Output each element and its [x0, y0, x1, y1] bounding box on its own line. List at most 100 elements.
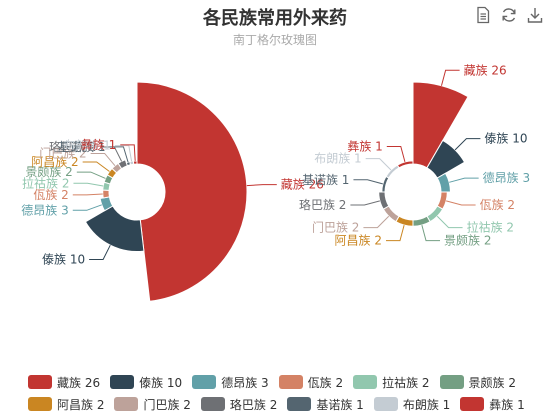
slice-label: 傣族 10 — [42, 253, 85, 267]
legend-item[interactable]: 阿昌族 2 — [28, 396, 104, 412]
slice-label: 基诺族 1 — [58, 140, 105, 154]
rose-slice[interactable] — [84, 205, 145, 253]
legend-swatch — [28, 397, 52, 411]
legend-swatch — [460, 397, 485, 411]
chart-subtitle: 南丁格尔玫瑰图 — [232, 33, 317, 47]
legend: 藏族 26 傣族 10 德昂族 3 佤族 2 拉祜族 2 景颇族 2 阿昌族 2 门巴族 2 珞… — [28, 374, 538, 412]
slice-label: 彝族 1 — [347, 138, 382, 153]
legend-item[interactable]: 藏族 26 — [28, 374, 100, 390]
legend-swatch — [353, 375, 378, 389]
legend-label: 基诺族 1 — [316, 397, 364, 412]
label-line — [89, 244, 111, 261]
legend-item[interactable]: 门巴族 2 — [114, 396, 191, 412]
download-icon[interactable] — [526, 6, 544, 24]
legend-item[interactable]: 拉祜族 2 — [353, 374, 430, 390]
legend-label: 布朗族 1 — [402, 397, 451, 412]
slice-label: 拉祜族 2 — [467, 220, 514, 235]
slice-label: 门巴族 2 — [312, 220, 359, 235]
label-line — [454, 138, 481, 151]
legend-swatch — [278, 375, 303, 389]
legend-label: 拉祜族 2 — [382, 375, 430, 390]
legend-item[interactable]: 景颇族 2 — [439, 374, 516, 390]
label-line — [385, 225, 405, 242]
rose-slice[interactable] — [412, 81, 469, 169]
label-line — [363, 215, 390, 229]
rose-slice[interactable] — [102, 189, 111, 199]
legend-swatch — [110, 375, 135, 389]
legend-swatch — [192, 375, 217, 389]
legend-item[interactable]: 傣族 10 — [110, 374, 182, 390]
slice-label: 景颇族 2 — [25, 164, 72, 179]
label-line — [449, 177, 479, 183]
toolbox — [474, 6, 544, 24]
slice-label: 佤族 2 — [33, 188, 68, 202]
slice-label: 基诺族 1 — [302, 173, 349, 187]
label-line — [82, 161, 110, 172]
label-line — [109, 146, 129, 163]
slice-label: 藏族 26 — [464, 63, 507, 77]
chart-title: 各民族常用外来药 — [203, 8, 347, 29]
slice-label: 阿昌族 2 — [335, 234, 382, 248]
legend-swatch — [373, 397, 398, 411]
legend-item[interactable]: 德昂族 3 — [192, 374, 269, 390]
slice-label: 珞巴族 2 — [299, 198, 346, 212]
label-line — [446, 200, 476, 206]
legend-label: 藏族 26 — [57, 375, 101, 390]
label-line — [76, 171, 106, 179]
legend-label: 彝族 1 — [489, 397, 525, 412]
legend-swatch — [114, 397, 139, 411]
slice-label: 阿昌族 2 — [31, 155, 78, 169]
legend-item[interactable]: 彝族 1 — [460, 396, 525, 412]
slice-label: 珞巴族 2 — [49, 140, 96, 154]
rose-slice[interactable] — [136, 81, 248, 302]
label-line — [353, 179, 384, 185]
legend-label: 珞巴族 2 — [229, 397, 278, 412]
legend-label: 傣族 10 — [139, 375, 183, 390]
slice-label: 布朗族 1 — [314, 152, 361, 166]
slice-label: 门巴族 2 — [39, 145, 86, 160]
label-line — [440, 69, 460, 86]
legend-item[interactable]: 佤族 2 — [278, 374, 344, 390]
label-line — [386, 145, 406, 163]
slice-label: 藏族 26 — [281, 178, 324, 192]
legend-label: 景颇族 2 — [468, 375, 516, 390]
slice-label: 德昂族 3 — [483, 170, 530, 185]
legend-label: 阿昌族 2 — [57, 397, 105, 412]
label-line — [350, 200, 380, 206]
slice-label: 傣族 10 — [484, 132, 527, 146]
label-line — [73, 182, 104, 187]
legend-swatch — [439, 375, 464, 389]
label-line — [72, 204, 102, 211]
legend-swatch — [200, 397, 225, 411]
rose-slice[interactable] — [378, 191, 390, 210]
slice-label: 佤族 2 — [480, 198, 515, 212]
legend-item[interactable]: 珞巴族 2 — [200, 396, 278, 412]
label-line — [114, 145, 133, 162]
rose-slice[interactable] — [426, 139, 466, 179]
rose-slice[interactable] — [412, 215, 431, 227]
label-line — [120, 144, 136, 161]
legend-label: 德昂族 3 — [221, 375, 269, 390]
legend-item[interactable]: 基诺族 1 — [287, 396, 364, 412]
legend-label: 佤族 2 — [307, 375, 344, 390]
slice-label: 景颇族 2 — [444, 233, 491, 248]
data-view-icon[interactable] — [474, 6, 492, 24]
label-line — [365, 158, 392, 171]
rose-slice[interactable] — [396, 160, 414, 169]
slice-label: 德昂族 3 — [21, 202, 68, 217]
label-line — [72, 193, 103, 196]
slice-label: 布朗族 1 — [63, 139, 110, 153]
legend-label: 门巴族 2 — [143, 397, 191, 412]
rose-slice[interactable] — [132, 160, 138, 165]
label-line — [90, 152, 116, 167]
legend-item[interactable]: 布朗族 1 — [373, 396, 451, 412]
legend-swatch — [287, 397, 312, 411]
slice-label: 彝族 1 — [81, 137, 116, 152]
rose-slice[interactable] — [381, 175, 390, 193]
refresh-icon[interactable] — [500, 6, 518, 24]
label-line — [246, 184, 277, 187]
slice-label: 拉祜族 2 — [22, 175, 69, 190]
